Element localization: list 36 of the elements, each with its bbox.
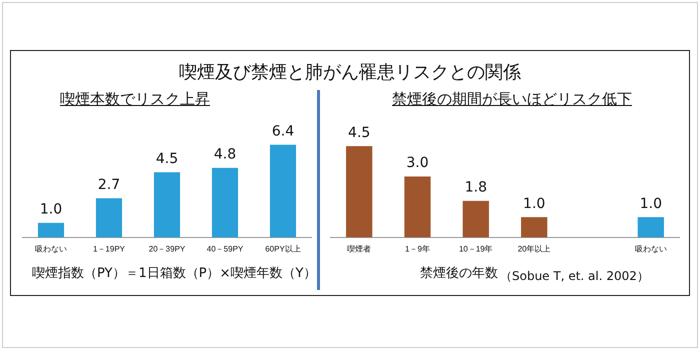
- text: 喫煙及び禁煙と肺がん罹患リスクとの関係: [178, 61, 522, 84]
- bar: [96, 198, 122, 238]
- data-label: 4.5: [156, 150, 178, 167]
- text: （Sobue T, et. al. 2002）: [500, 268, 649, 285]
- data-label: 1.8: [464, 180, 487, 196]
- bar: [346, 146, 372, 238]
- bar: [638, 217, 664, 238]
- x-axis-title: 禁煙後の年数: [420, 265, 498, 282]
- data-label: 6.4: [272, 123, 294, 140]
- data-label: 1.0: [40, 202, 62, 218]
- chart-subtitle: 禁煙後の期間が長いほどリスク低下: [392, 90, 632, 109]
- data-label: 1.0: [640, 196, 662, 212]
- x-tick-label: 20年以上: [518, 244, 551, 254]
- data-label: 4.8: [214, 146, 236, 163]
- data-label: 4.5: [348, 124, 370, 141]
- x-tick-label: 吸わない: [35, 244, 67, 254]
- x-axis-title: 喫煙指数（PY）＝1日箱数（P）×喫煙年数（Y）: [32, 265, 316, 282]
- bar: [212, 168, 238, 238]
- bar: [154, 172, 180, 238]
- x-tick-label: 60PY以上: [265, 244, 301, 254]
- bar: [38, 222, 64, 238]
- data-label: 2.7: [98, 176, 120, 193]
- x-tick-label: 10－19年: [458, 244, 493, 254]
- x-tick-label: 40－59PY: [206, 244, 244, 254]
- data-label: 1.0: [523, 196, 546, 212]
- data-label: 3.0: [406, 155, 429, 172]
- bar: [404, 176, 431, 238]
- chart-subtitle: 喫煙本数でリスク上昇: [60, 90, 210, 109]
- x-tick-label: 吸わない: [634, 244, 667, 254]
- x-tick-label: 1－9年: [405, 244, 430, 254]
- bar: [270, 144, 296, 238]
- x-tick-label: 1－19PY: [92, 244, 126, 254]
- bar: [462, 200, 489, 238]
- x-tick-label: 20－39PY: [148, 244, 186, 254]
- x-tick-label: 喫煙者: [347, 244, 372, 254]
- bar: [521, 217, 548, 238]
